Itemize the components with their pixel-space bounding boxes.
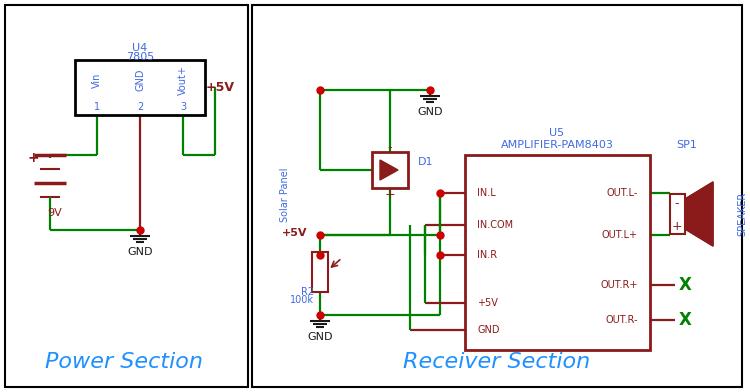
Text: 1: 1 [94,102,100,112]
Text: GND: GND [417,107,442,117]
Bar [252,5,742,387]
Text: Vout+: Vout+ [178,65,188,95]
Text: IN.L: IN.L [477,188,496,198]
Text: -: - [388,142,392,154]
Text: U5: U5 [550,128,565,138]
Text: 7805: 7805 [126,52,154,62]
Text: 9V: 9V [48,208,62,218]
Text: SPEAKER: SPEAKER [737,192,747,236]
Text: X: X [679,311,692,329]
Text: IN.R: IN.R [477,250,497,260]
Text: AMPLIFIER-PAM8403: AMPLIFIER-PAM8403 [500,140,613,150]
Text: 2: 2 [136,102,143,112]
Text: Receiver Section: Receiver Section [404,352,591,372]
Text: Vin: Vin [92,72,102,88]
Text: +5V: +5V [206,80,235,94]
Text: GND: GND [308,332,333,342]
Text: Solar Panel: Solar Panel [280,168,290,222]
Text: +5V: +5V [282,228,308,238]
Bar [312,252,328,292]
Text: GND: GND [135,69,145,91]
Text: +5V: +5V [477,298,498,308]
Text: OUT.L-: OUT.L- [607,188,638,198]
Text: IN.COM: IN.COM [477,220,513,230]
Bar [465,155,650,350]
Text: +: + [672,220,682,232]
Text: U4: U4 [132,43,148,53]
Text: D1: D1 [418,157,434,167]
Text: -: - [675,198,680,211]
Text: +: + [27,151,39,165]
Text: 100k: 100k [290,295,314,305]
Text: SP1: SP1 [676,140,698,150]
Text: GND: GND [477,325,500,335]
Text: OUT.R+: OUT.R+ [601,280,638,290]
Polygon shape [380,160,398,180]
Text: GND: GND [128,247,153,257]
Text: 3: 3 [180,102,186,112]
Bar [5,5,248,387]
Bar [670,194,685,234]
Text: OUT.L+: OUT.L+ [602,230,638,240]
Text: Power Section: Power Section [45,352,203,372]
Bar [372,152,408,188]
Polygon shape [685,182,713,246]
Text: X: X [679,276,692,294]
Text: R2: R2 [301,287,314,297]
Text: OUT.R-: OUT.R- [605,315,638,325]
Bar [75,60,205,115]
Text: +: + [385,187,395,200]
